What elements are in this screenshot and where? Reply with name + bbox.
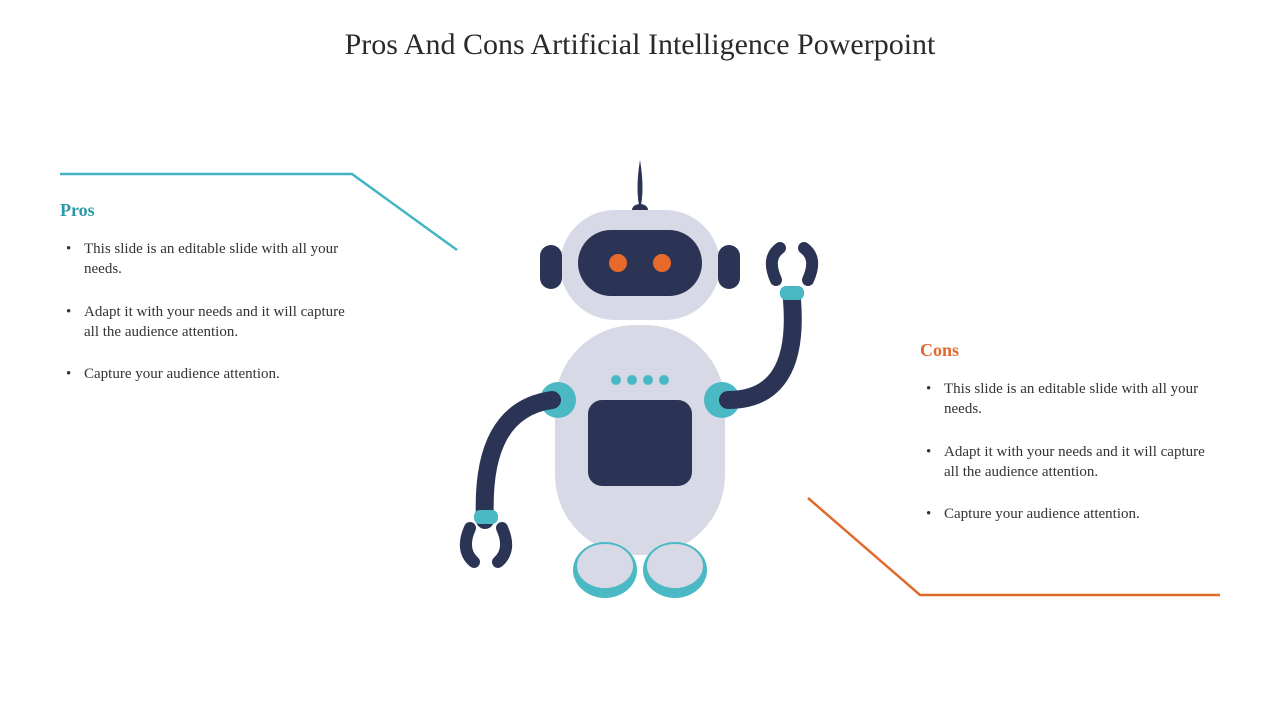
pros-list: This slide is an editable slide with all… [60, 239, 360, 384]
pros-heading: Pros [60, 200, 360, 221]
cons-item: Capture your audience attention. [920, 504, 1220, 524]
cons-item: Adapt it with your needs and it will cap… [920, 442, 1220, 483]
robot-icon [440, 150, 840, 670]
pros-section: Pros This slide is an editable slide wit… [60, 200, 360, 406]
slide-title: Pros And Cons Artificial Intelligence Po… [0, 28, 1280, 62]
cons-heading: Cons [920, 340, 1220, 361]
cons-item: This slide is an editable slide with all… [920, 379, 1220, 420]
pros-item: Adapt it with your needs and it will cap… [60, 302, 360, 343]
cons-section: Cons This slide is an editable slide wit… [920, 340, 1220, 546]
pros-item: Capture your audience attention. [60, 364, 360, 384]
cons-list: This slide is an editable slide with all… [920, 379, 1220, 524]
pros-item: This slide is an editable slide with all… [60, 239, 360, 280]
